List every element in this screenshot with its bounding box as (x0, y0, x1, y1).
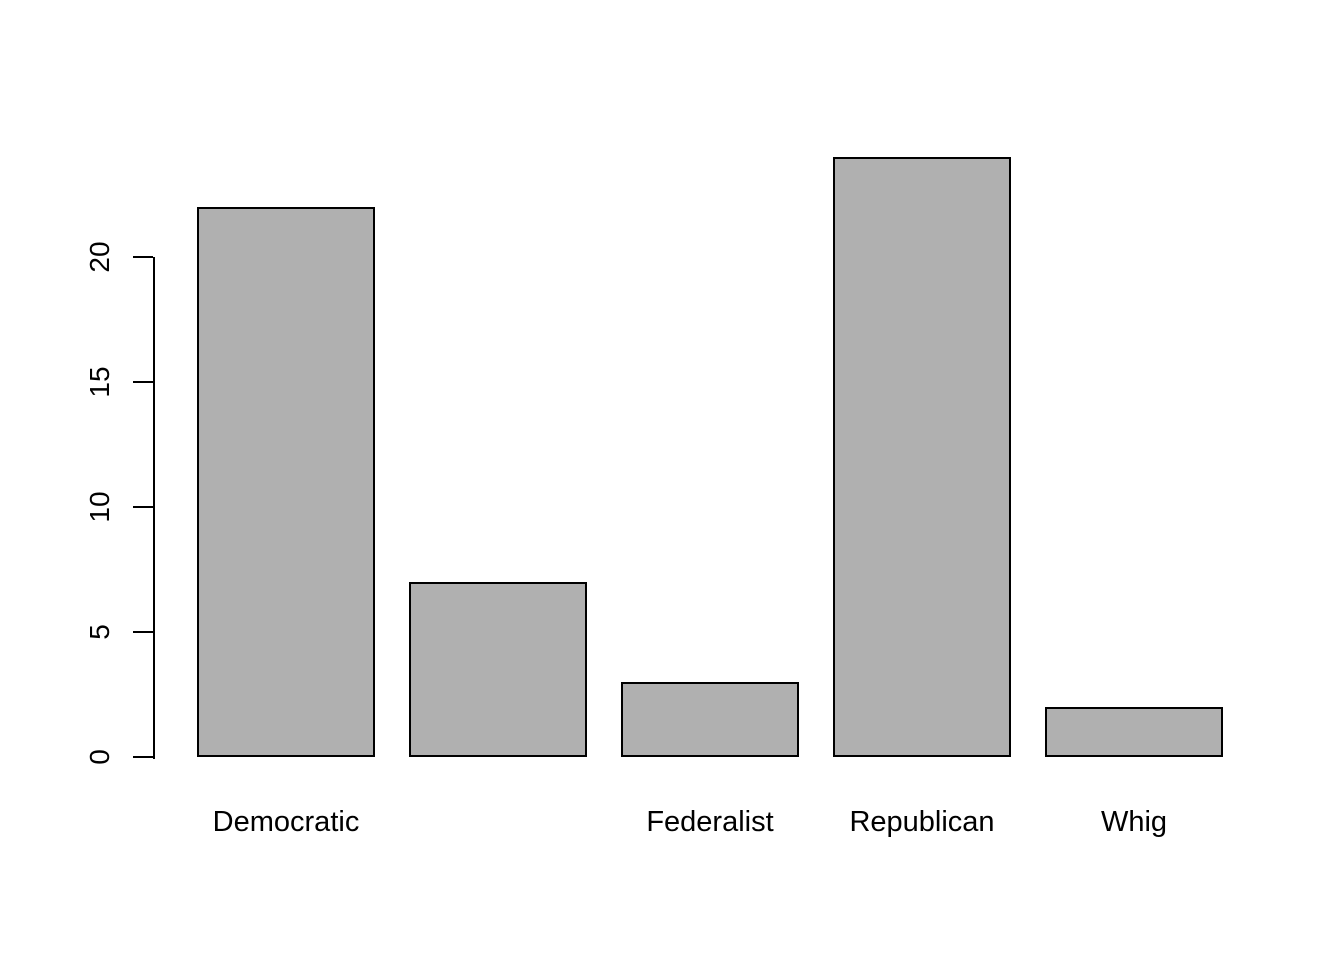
y-axis-tick (133, 506, 153, 508)
bar-federalist (621, 682, 799, 757)
x-axis-category-label: Whig (1100, 806, 1168, 838)
y-axis-tick-label: 20 (84, 241, 115, 273)
bar-unlabeled (409, 582, 587, 757)
bar-republican (833, 157, 1011, 757)
y-axis-tick (133, 381, 153, 383)
x-axis-category-label: Federalist (646, 806, 774, 838)
y-axis-line (153, 257, 155, 759)
x-axis-category-label: Democratic (212, 806, 360, 838)
bar-whig (1045, 707, 1223, 757)
y-axis-tick-label: 10 (84, 491, 115, 523)
y-axis-tick-label: 5 (84, 624, 115, 640)
y-axis-tick-label: 15 (84, 366, 115, 398)
bar-democratic (197, 207, 375, 757)
x-axis-category-label: Republican (849, 806, 995, 838)
y-axis-tick (133, 256, 153, 258)
y-axis-tick (133, 756, 153, 758)
y-axis-tick (133, 631, 153, 633)
y-axis-tick-label: 0 (84, 749, 115, 765)
